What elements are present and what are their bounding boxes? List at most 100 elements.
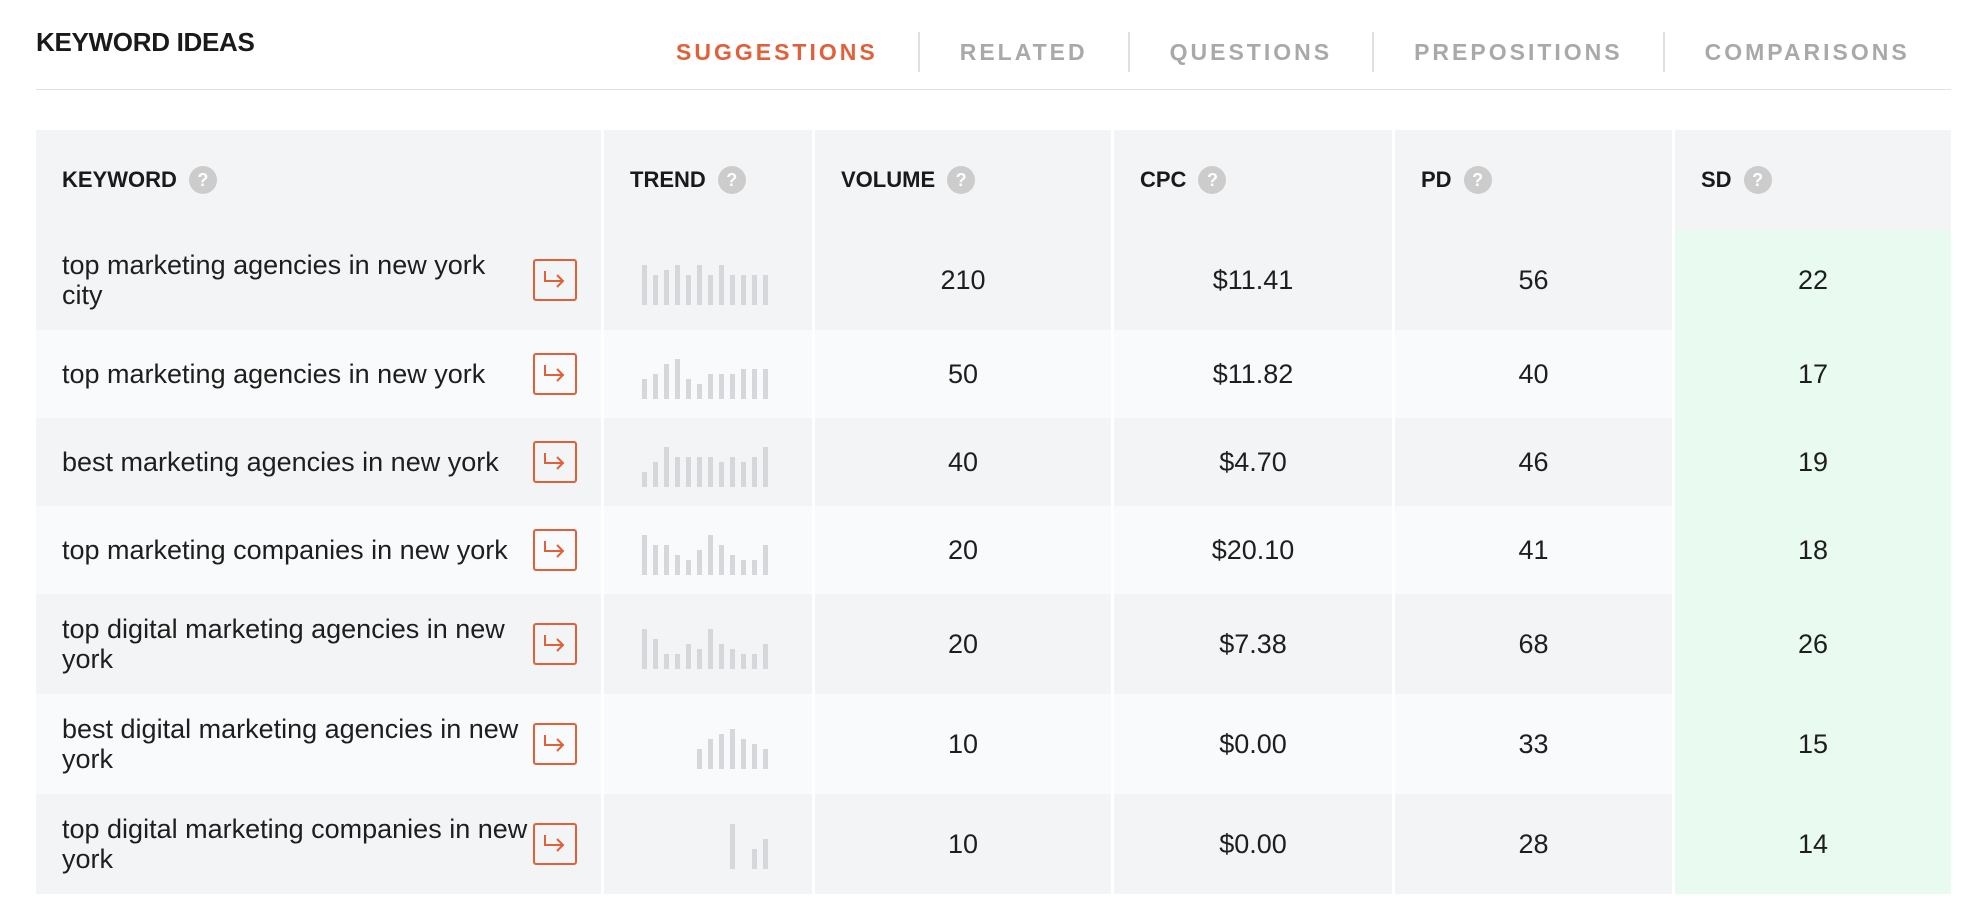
table-row: best digital marketing agencies in new y…: [36, 694, 1951, 794]
keyword-cell: top marketing agencies in new york: [36, 330, 604, 418]
trend-bar: [686, 644, 691, 669]
trend-bar: [653, 639, 658, 669]
trend-bar: [664, 545, 669, 575]
trend-bar: [708, 739, 713, 769]
trend-bar: [642, 535, 647, 575]
trend-bar: [653, 462, 658, 487]
trend-cell: [604, 418, 815, 506]
keyword-cell: top marketing companies in new york: [36, 506, 604, 594]
tab-questions[interactable]: QUESTIONS: [1127, 32, 1372, 72]
trend-bar: [697, 649, 702, 669]
volume-cell: 210: [815, 230, 1114, 330]
trend-bar: [653, 545, 658, 575]
trend-bar: [708, 275, 713, 305]
trend-bar: [719, 374, 724, 399]
keyword-text[interactable]: best marketing agencies in new york: [62, 447, 499, 477]
open-keyword-icon[interactable]: [533, 723, 577, 765]
open-keyword-icon[interactable]: [533, 441, 577, 483]
trend-bar: [708, 629, 713, 669]
header-keyword: KEYWORD ?: [36, 130, 604, 230]
trend-bar: [741, 739, 746, 769]
trend-bar: [719, 545, 724, 575]
tab-related[interactable]: RELATED: [917, 32, 1128, 72]
keyword-text[interactable]: top digital marketing agencies in new yo…: [62, 614, 505, 674]
open-keyword-icon[interactable]: [533, 259, 577, 301]
header-cpc: CPC ?: [1114, 130, 1395, 230]
header-cpc-label: CPC: [1140, 167, 1187, 192]
keyword-text[interactable]: top marketing agencies in new york: [62, 359, 486, 389]
keyword-text[interactable]: best digital marketing agencies in new y…: [62, 714, 519, 774]
sd-cell: 14: [1675, 794, 1951, 894]
trend-cell: [604, 230, 815, 330]
trend-bar: [708, 374, 713, 399]
help-icon[interactable]: ?: [1198, 166, 1227, 194]
pd-cell: 28: [1395, 794, 1675, 894]
trend-bar: [730, 457, 735, 487]
pd-cell: 46: [1395, 418, 1675, 506]
trend-bar: [752, 654, 757, 669]
trend-sparkline: [642, 437, 768, 487]
keyword-text[interactable]: top digital marketing companies in new y…: [62, 814, 528, 874]
help-icon[interactable]: ?: [1743, 166, 1772, 194]
trend-bar: [730, 374, 735, 399]
arrow-icon: [544, 365, 565, 382]
help-icon[interactable]: ?: [188, 166, 217, 194]
open-keyword-icon[interactable]: [533, 353, 577, 395]
trend-cell: [604, 794, 815, 894]
trend-bar: [686, 457, 691, 487]
table-row: top digital marketing companies in new y…: [36, 794, 1951, 894]
trend-bar: [719, 734, 724, 769]
header-trend: TREND ?: [604, 130, 815, 230]
keyword-text[interactable]: top marketing agencies in new york city: [62, 250, 486, 310]
trend-bar: [708, 535, 713, 575]
volume-cell: 20: [815, 594, 1114, 694]
open-keyword-icon[interactable]: [533, 823, 577, 865]
trend-bar: [697, 749, 702, 769]
volume-cell: 10: [815, 694, 1114, 794]
trend-bar: [697, 457, 702, 487]
page-title: KEYWORD IDEAS: [36, 27, 255, 57]
trend-bar: [763, 369, 768, 399]
open-keyword-icon[interactable]: [533, 623, 577, 665]
trend-bar: [730, 649, 735, 669]
trend-cell: [604, 594, 815, 694]
trend-bar: [664, 270, 669, 305]
trend-bar: [664, 447, 669, 487]
tab-suggestions[interactable]: SUGGESTIONS: [676, 39, 878, 65]
trend-cell: [604, 330, 815, 418]
trend-bar: [741, 369, 746, 399]
help-icon[interactable]: ?: [717, 166, 746, 194]
trend-bar: [741, 275, 746, 305]
trend-bar: [763, 545, 768, 575]
trend-bar: [752, 744, 757, 769]
trend-bar: [675, 359, 680, 399]
header-pd-label: PD: [1421, 167, 1452, 192]
help-icon[interactable]: ?: [1463, 166, 1492, 194]
keyword-text[interactable]: top marketing companies in new york: [62, 535, 508, 565]
sd-cell: 17: [1675, 330, 1951, 418]
trend-bar: [752, 457, 757, 487]
keyword-cell: best digital marketing agencies in new y…: [36, 694, 604, 794]
header-volume-label: VOLUME: [841, 167, 936, 192]
cpc-cell: $20.10: [1114, 506, 1395, 594]
trend-bar: [675, 457, 680, 487]
trend-bar: [741, 462, 746, 487]
trend-bar: [719, 265, 724, 305]
open-keyword-icon[interactable]: [533, 529, 577, 571]
trend-bar: [752, 849, 757, 869]
tab-comparisons[interactable]: COMPARISONS: [1662, 32, 1950, 72]
trend-bar: [752, 275, 757, 305]
tab-prepositions[interactable]: PREPOSITIONS: [1372, 32, 1663, 72]
help-icon[interactable]: ?: [947, 166, 976, 194]
trend-bar: [642, 265, 647, 305]
cpc-cell: $4.70: [1114, 418, 1395, 506]
trend-bar: [752, 369, 757, 399]
trend-bar: [708, 457, 713, 487]
trend-sparkline: [642, 619, 768, 669]
cpc-cell: $0.00: [1114, 794, 1395, 894]
table-body: top marketing agencies in new york city 2…: [36, 230, 1951, 894]
trend-bar: [675, 555, 680, 575]
cpc-cell: $11.82: [1114, 330, 1395, 418]
table-row: best marketing agencies in new york 40 $4.…: [36, 418, 1951, 506]
pd-cell: 41: [1395, 506, 1675, 594]
